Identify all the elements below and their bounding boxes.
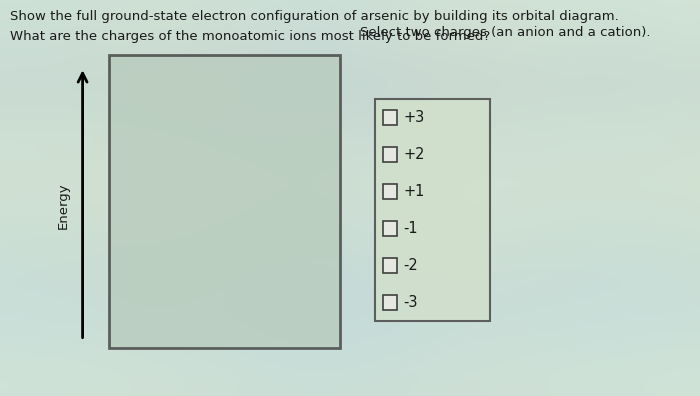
Bar <box>382 184 398 199</box>
Bar <box>374 99 490 321</box>
Text: What are the charges of the monoatomic ions most likely to be formed?: What are the charges of the monoatomic i… <box>10 30 490 43</box>
Bar <box>382 221 398 236</box>
Bar <box>382 258 398 273</box>
Bar <box>108 55 340 348</box>
Text: Select two charges (an anion and a cation).: Select two charges (an anion and a catio… <box>360 26 651 39</box>
Text: -2: -2 <box>403 258 418 273</box>
Bar <box>382 110 398 125</box>
Bar <box>382 295 398 310</box>
Bar <box>382 147 398 162</box>
Text: +2: +2 <box>403 147 425 162</box>
Text: Energy: Energy <box>57 183 70 229</box>
Text: +3: +3 <box>403 110 424 125</box>
Text: -3: -3 <box>403 295 418 310</box>
Text: Show the full ground-state electron configuration of arsenic by building its orb: Show the full ground-state electron conf… <box>10 10 619 23</box>
Text: -1: -1 <box>403 221 418 236</box>
Text: +1: +1 <box>403 184 425 199</box>
